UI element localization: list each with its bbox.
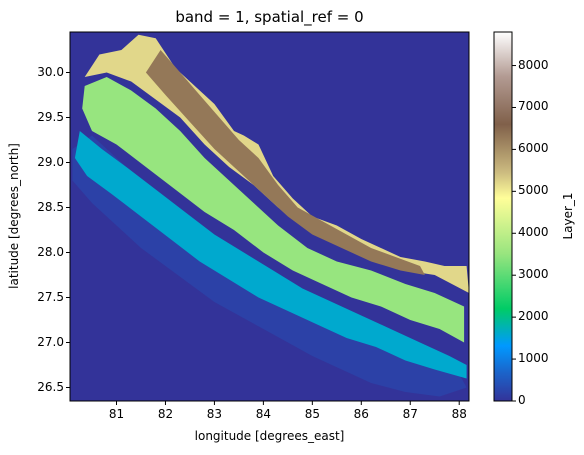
colorbar-tick-label: 5000 bbox=[518, 183, 549, 198]
colorbar-tick-label: 1000 bbox=[518, 351, 549, 366]
colorbar-tick-label: 6000 bbox=[518, 141, 549, 156]
x-axis-ticks bbox=[116, 401, 460, 405]
elevation-zones bbox=[72, 34, 469, 397]
plot-frame bbox=[69, 31, 470, 402]
y-tick-label: 28.5 bbox=[37, 199, 64, 214]
x-tick-label: 86 bbox=[353, 407, 369, 421]
colorbar-tick-label: 4000 bbox=[518, 225, 549, 240]
y-tick-label: 29.5 bbox=[37, 109, 64, 124]
y-tick-label: 27.0 bbox=[37, 334, 64, 349]
x-tick-label: 87 bbox=[402, 407, 418, 421]
colorbar bbox=[493, 31, 513, 402]
x-tick-label: 82 bbox=[157, 407, 174, 421]
y-tick-label: 29.0 bbox=[37, 154, 64, 169]
chart-title: band = 1, spatial_ref = 0 bbox=[175, 8, 364, 26]
y-tick-label: 30.0 bbox=[37, 64, 64, 79]
colorbar-tick-label: 7000 bbox=[518, 99, 549, 114]
y-axis-ticks bbox=[66, 72, 70, 388]
x-axis-label: longitude [degrees_east] bbox=[194, 429, 345, 443]
colorbar-tick-label: 0 bbox=[518, 393, 526, 407]
colorbar-tick-label: 2000 bbox=[518, 309, 549, 324]
y-tick-label: 27.5 bbox=[37, 289, 64, 304]
x-tick-label: 83 bbox=[206, 407, 223, 421]
elevation-zone-middle-hills bbox=[82, 77, 465, 343]
colorbar-ticks bbox=[512, 65, 516, 402]
x-tick-label: 84 bbox=[255, 407, 272, 421]
y-tick-label: 26.5 bbox=[37, 379, 64, 394]
x-tick-label: 85 bbox=[304, 407, 320, 421]
colorbar-tick-label: 3000 bbox=[518, 267, 549, 282]
x-tick-label: 88 bbox=[451, 407, 467, 421]
elevation-zone-high-himalaya bbox=[145, 50, 425, 275]
elevation-zone-lower-hills bbox=[74, 131, 467, 379]
x-tick-label: 81 bbox=[108, 407, 125, 421]
colorbar-tick-label: 8000 bbox=[518, 57, 549, 72]
y-tick-label: 28.0 bbox=[37, 244, 64, 259]
